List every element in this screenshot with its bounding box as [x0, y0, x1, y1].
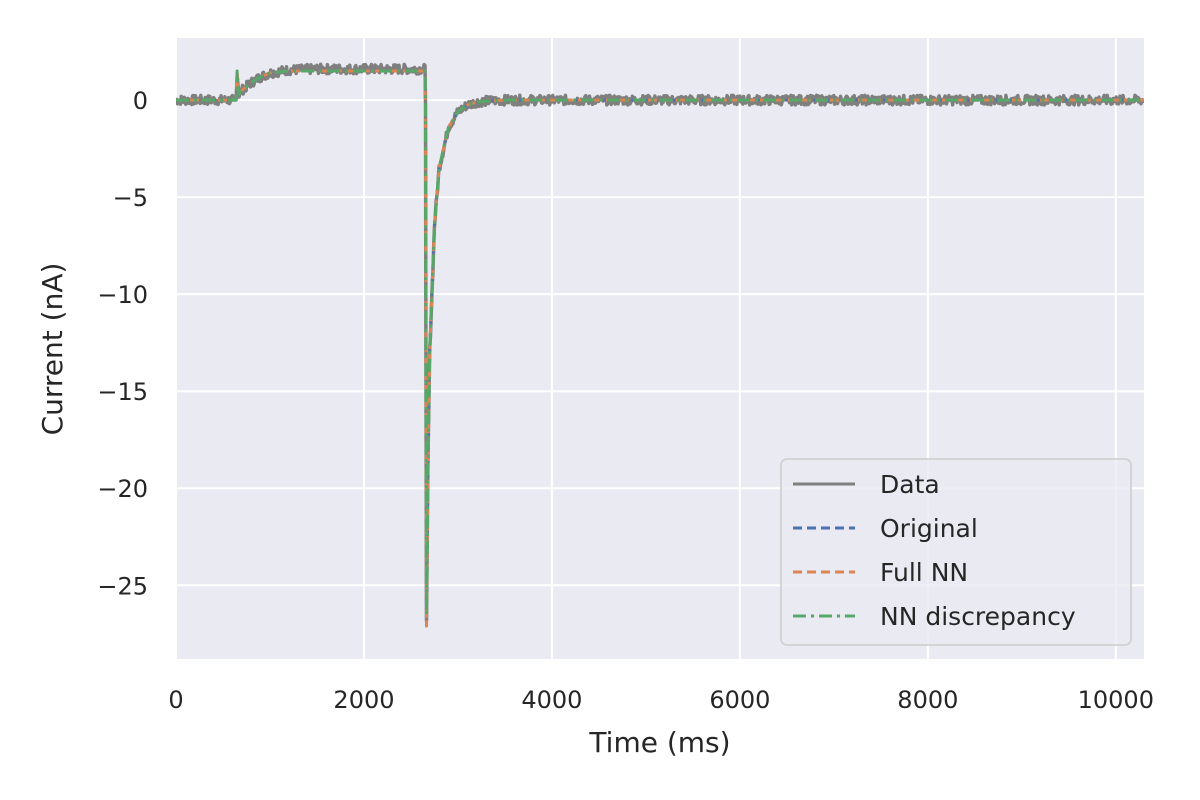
- legend-label-data: Data: [880, 470, 940, 499]
- x-tick-label: 8000: [897, 686, 958, 714]
- y-tick-labels: 0 −5 −10 −15 −20 −25: [97, 87, 148, 600]
- y-tick-label: −5: [113, 184, 148, 212]
- x-tick-labels: 0 2000 4000 6000 8000 10000: [168, 686, 1154, 714]
- series-line-nn-discrepancy: [176, 69, 1144, 616]
- x-axis-label: Time (ms): [588, 726, 730, 759]
- series-line-data: [176, 62, 1144, 623]
- x-tick-label: 6000: [709, 686, 770, 714]
- legend-box: [780, 458, 1132, 646]
- legend-label-nn-discrepancy: NN discrepancy: [880, 602, 1076, 631]
- x-tick-label: 4000: [521, 686, 582, 714]
- series-layer: [176, 62, 1144, 628]
- y-tick-label: −15: [97, 378, 148, 406]
- legend-label-full-nn: Full NN: [880, 558, 968, 587]
- legend-label-original: Original: [880, 514, 978, 543]
- x-tick-label: 10000: [1078, 686, 1154, 714]
- x-tick-label: 0: [168, 686, 183, 714]
- y-tick-label: 0: [133, 87, 148, 115]
- y-axis-label: Current (nA): [36, 263, 69, 436]
- y-tick-label: −25: [97, 572, 148, 600]
- y-tick-label: −10: [97, 281, 148, 309]
- y-tick-label: −20: [97, 475, 148, 503]
- x-tick-label: 2000: [333, 686, 394, 714]
- legend: Data Original Full NN NN discrepancy: [780, 458, 1132, 646]
